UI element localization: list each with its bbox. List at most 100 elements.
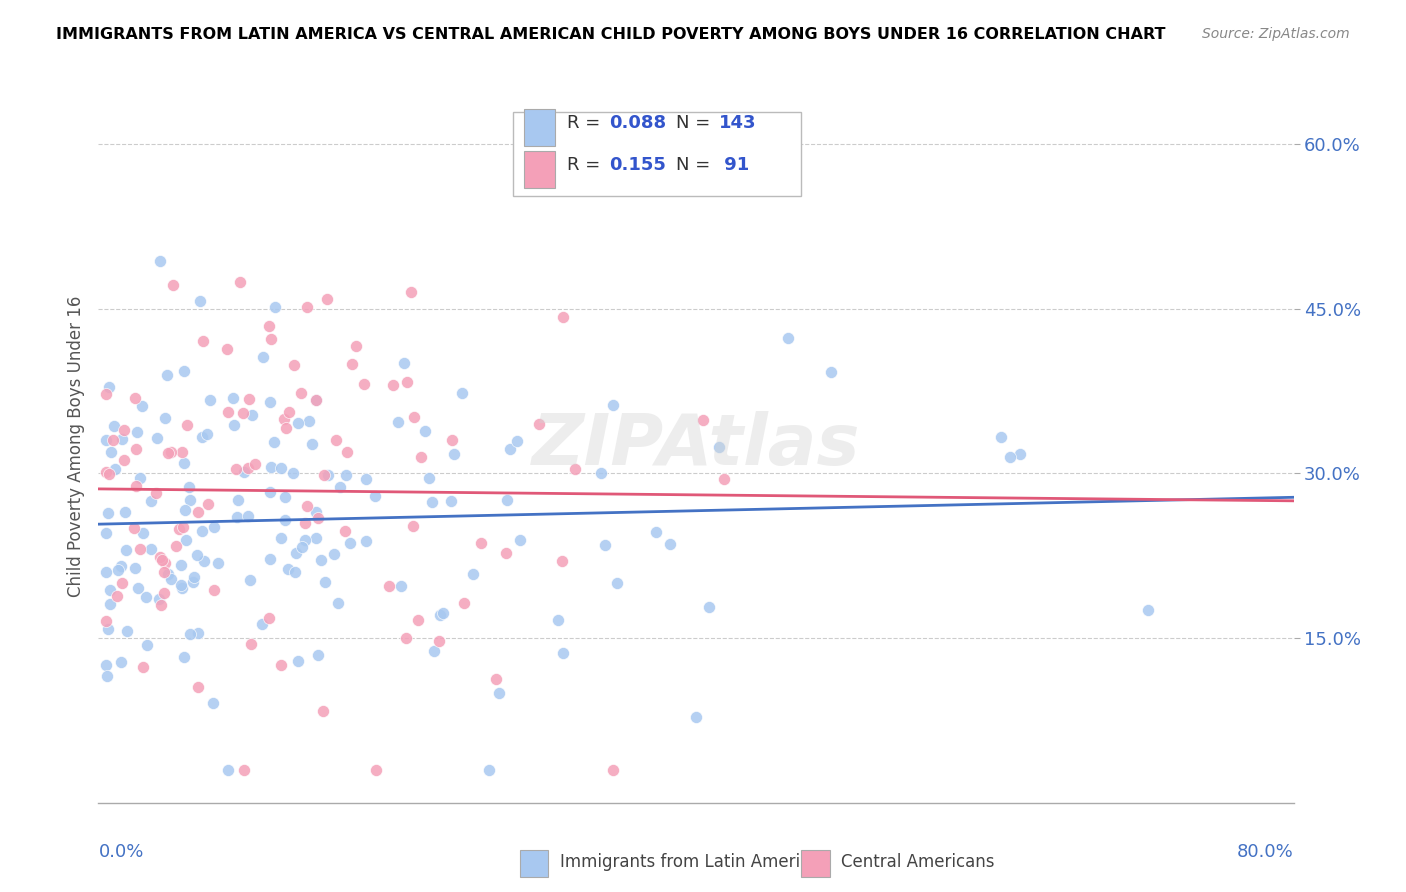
Point (339, 536, 361, 550)
Point (392, 356, 415, 370)
Point (273, 412, 295, 426)
Point (183, 569, 205, 583)
Point (131, 399, 153, 413)
Text: Source: ZipAtlas.com: Source: ZipAtlas.com (1202, 27, 1350, 41)
Point (202, 520, 225, 534)
Point (226, 510, 249, 524)
Point (162, 278, 184, 293)
Point (97, 380, 120, 394)
Point (217, 404, 239, 418)
Point (124, 392, 146, 406)
Point (250, 617, 273, 632)
Point (395, 631, 418, 645)
Point (124, 561, 146, 575)
Point (305, 531, 328, 545)
Point (202, 582, 225, 597)
Point (257, 611, 280, 625)
Point (312, 468, 335, 483)
Point (232, 763, 254, 777)
Point (283, 358, 305, 372)
Point (94, 658, 117, 673)
Point (110, 655, 132, 669)
Point (173, 650, 195, 665)
Point (179, 493, 201, 508)
Point (387, 415, 409, 429)
Point (96, 614, 118, 628)
Point (181, 575, 204, 590)
Point (423, 644, 446, 658)
Point (305, 505, 328, 519)
Point (593, 538, 616, 552)
Point (399, 285, 422, 300)
Point (148, 591, 170, 606)
Point (202, 696, 225, 710)
Point (287, 654, 309, 668)
Point (236, 460, 259, 475)
Point (156, 368, 179, 382)
Point (135, 590, 157, 604)
Text: N =: N = (676, 156, 716, 174)
Point (305, 393, 328, 408)
Point (441, 434, 464, 448)
Point (170, 558, 193, 572)
Point (307, 511, 329, 525)
Point (188, 294, 211, 309)
Point (132, 660, 155, 674)
Point (145, 486, 167, 500)
Point (107, 563, 129, 577)
Point (197, 497, 219, 511)
Point (105, 589, 128, 603)
Point (193, 334, 215, 349)
Point (149, 598, 172, 612)
Text: 91: 91 (718, 156, 749, 174)
Point (104, 462, 127, 476)
Point (225, 462, 247, 476)
Point (125, 425, 148, 440)
Point (146, 431, 169, 445)
Point (174, 533, 197, 548)
Point (172, 520, 194, 534)
Text: IMMIGRANTS FROM LATIN AMERICA VS CENTRAL AMERICAN CHILD POVERTY AMONG BOYS UNDER: IMMIGRANTS FROM LATIN AMERICA VS CENTRAL… (56, 27, 1166, 42)
Point (170, 577, 193, 591)
Point (243, 457, 266, 471)
Point (263, 300, 285, 314)
Point (364, 490, 387, 504)
Point (221, 392, 243, 406)
Point (333, 524, 356, 539)
Point (186, 549, 208, 563)
Point (713, 472, 735, 486)
Point (287, 416, 309, 430)
Point (285, 546, 308, 560)
Point (177, 480, 200, 494)
Point (322, 547, 344, 561)
Point (509, 533, 531, 547)
Point (551, 554, 574, 568)
Point (602, 398, 624, 412)
Point (224, 417, 246, 432)
Point (238, 392, 260, 406)
Point (356, 472, 378, 486)
Point (820, 365, 842, 379)
Point (402, 410, 425, 425)
Point (284, 566, 307, 580)
Point (420, 494, 443, 508)
Point (778, 331, 800, 345)
Point (325, 433, 347, 447)
Point (478, 763, 501, 777)
Point (125, 442, 148, 456)
Point (290, 386, 312, 401)
Point (117, 624, 139, 638)
Point (294, 516, 316, 530)
Point (495, 546, 517, 560)
Point (307, 648, 329, 663)
Point (274, 421, 297, 435)
Point (470, 536, 492, 550)
Point (141, 542, 163, 557)
Point (270, 531, 292, 545)
Point (418, 471, 440, 485)
Point (260, 332, 283, 346)
Point (305, 392, 328, 407)
Point (195, 426, 218, 441)
Point (179, 627, 201, 641)
Point (692, 413, 714, 427)
